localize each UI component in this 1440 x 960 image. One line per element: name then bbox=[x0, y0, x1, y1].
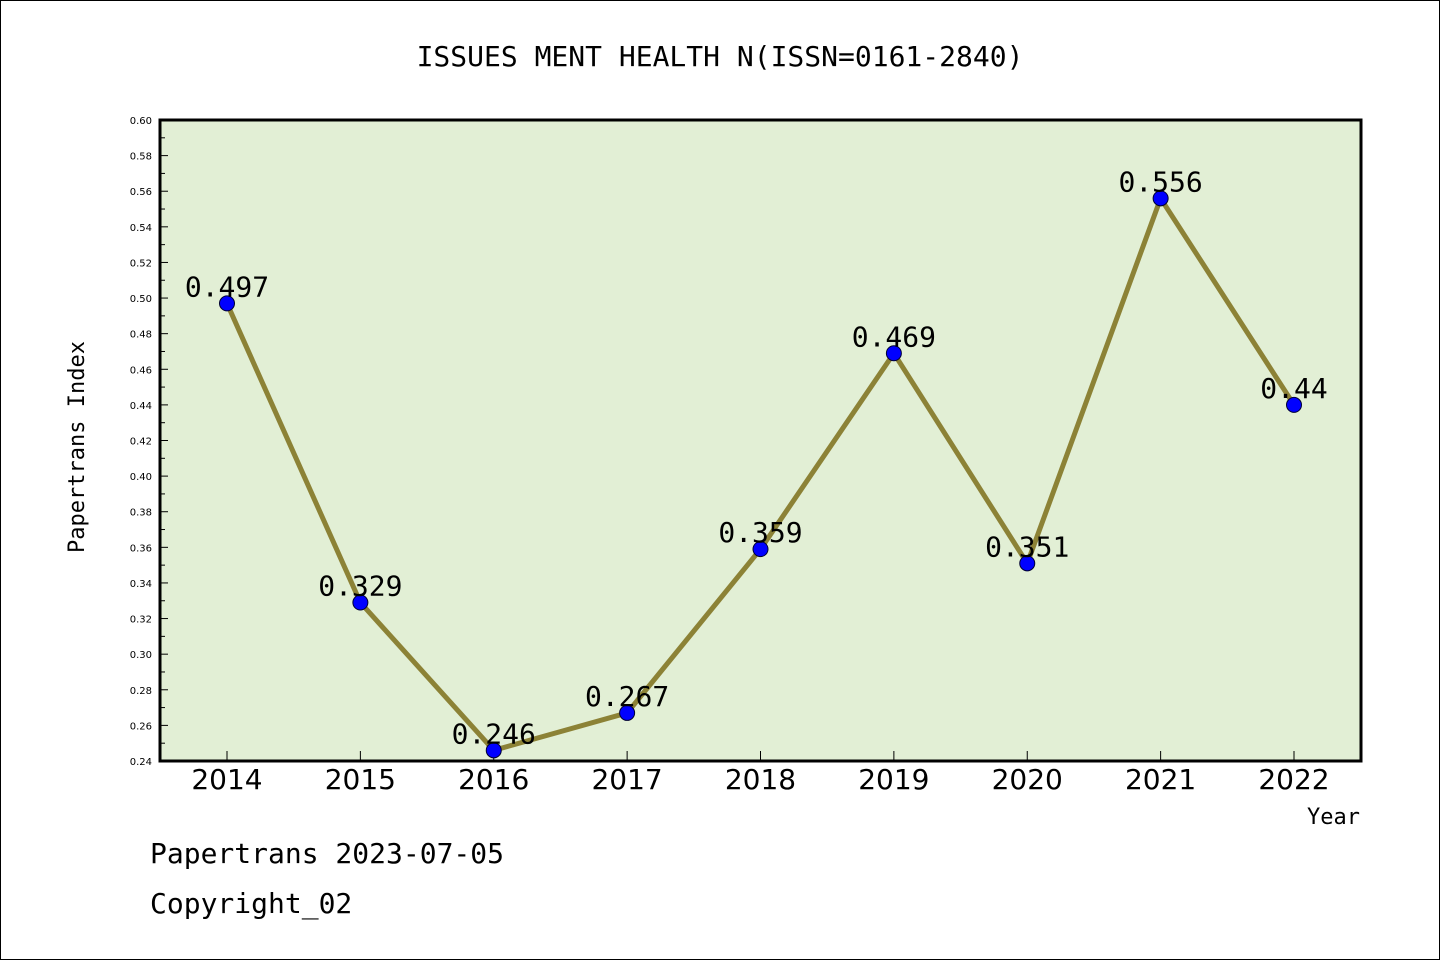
x-tick-label: 2020 bbox=[992, 763, 1063, 796]
y-tick-label: 0.42 bbox=[130, 437, 152, 448]
y-tick-label: 0.26 bbox=[130, 721, 152, 732]
data-label: 0.351 bbox=[985, 530, 1069, 563]
y-tick-label: 0.28 bbox=[130, 686, 152, 697]
footer-date: Papertrans 2023-07-05 bbox=[150, 837, 504, 870]
data-label: 0.359 bbox=[718, 516, 802, 549]
y-tick-label: 0.56 bbox=[130, 187, 152, 198]
x-tick-label: 2021 bbox=[1125, 763, 1196, 796]
y-tick-label: 0.58 bbox=[130, 152, 152, 163]
y-tick-label: 0.48 bbox=[130, 330, 152, 341]
x-axis: 2014 2015 2016 2017 2018 2019 2020 2021 2022 bbox=[191, 751, 1330, 796]
x-tick-label: 2018 bbox=[725, 763, 796, 796]
series-papertrans-index: 0.497 0.329 0.246 0.267 0.359 0.469 0.351 0.556… bbox=[185, 165, 1328, 759]
y-tick-label: 0.36 bbox=[130, 543, 152, 554]
x-tick-label: 2017 bbox=[591, 763, 662, 796]
x-tick-label: 2015 bbox=[325, 763, 396, 796]
y-axis: 0.24 0.26 0.28 0.30 0.32 0.34 0.36 0.38 0.40 0.42… bbox=[130, 116, 168, 768]
plot-area bbox=[158, 118, 1363, 763]
data-label: 0.469 bbox=[852, 320, 936, 353]
y-tick-label: 0.60 bbox=[130, 116, 152, 127]
y-tick-label: 0.32 bbox=[130, 615, 152, 626]
chart-title: ISSUES MENT HEALTH N(ISSN=0161-2840) bbox=[417, 40, 1024, 73]
x-tick-label: 2019 bbox=[858, 763, 929, 796]
y-tick-label: 0.52 bbox=[130, 258, 152, 269]
x-tick-label: 2014 bbox=[191, 763, 262, 796]
data-label: 0.497 bbox=[185, 270, 269, 303]
data-point bbox=[885, 345, 902, 362]
y-tick-label: 0.54 bbox=[130, 223, 152, 234]
data-point bbox=[485, 742, 502, 759]
y-tick-label: 0.30 bbox=[130, 650, 152, 661]
y-axis-label: Papertrans Index bbox=[65, 341, 90, 553]
x-tick-label: 2022 bbox=[1258, 763, 1329, 796]
data-point bbox=[1286, 396, 1302, 413]
y-tick-label: 0.44 bbox=[130, 401, 152, 412]
data-point bbox=[619, 704, 636, 721]
y-tick-label: 0.50 bbox=[130, 294, 152, 305]
data-label: 0.556 bbox=[1118, 165, 1202, 198]
data-point bbox=[752, 541, 769, 558]
data-label: 0.44 bbox=[1260, 372, 1327, 405]
x-tick-label: 2016 bbox=[458, 763, 529, 796]
data-label: 0.267 bbox=[585, 680, 669, 713]
y-tick-label: 0.24 bbox=[130, 757, 152, 768]
x-axis-label: Year bbox=[1307, 805, 1360, 830]
data-point bbox=[1019, 555, 1036, 572]
data-point bbox=[352, 594, 369, 611]
footer-copyright: Copyright_02 bbox=[150, 887, 352, 921]
data-label: 0.246 bbox=[452, 717, 536, 750]
data-label: 0.329 bbox=[318, 570, 402, 603]
data-point bbox=[1152, 190, 1169, 207]
data-point bbox=[219, 295, 235, 312]
y-tick-label: 0.40 bbox=[130, 472, 152, 483]
y-tick-label: 0.34 bbox=[130, 579, 152, 590]
y-tick-label: 0.46 bbox=[130, 365, 152, 376]
y-tick-label: 0.38 bbox=[130, 508, 152, 519]
